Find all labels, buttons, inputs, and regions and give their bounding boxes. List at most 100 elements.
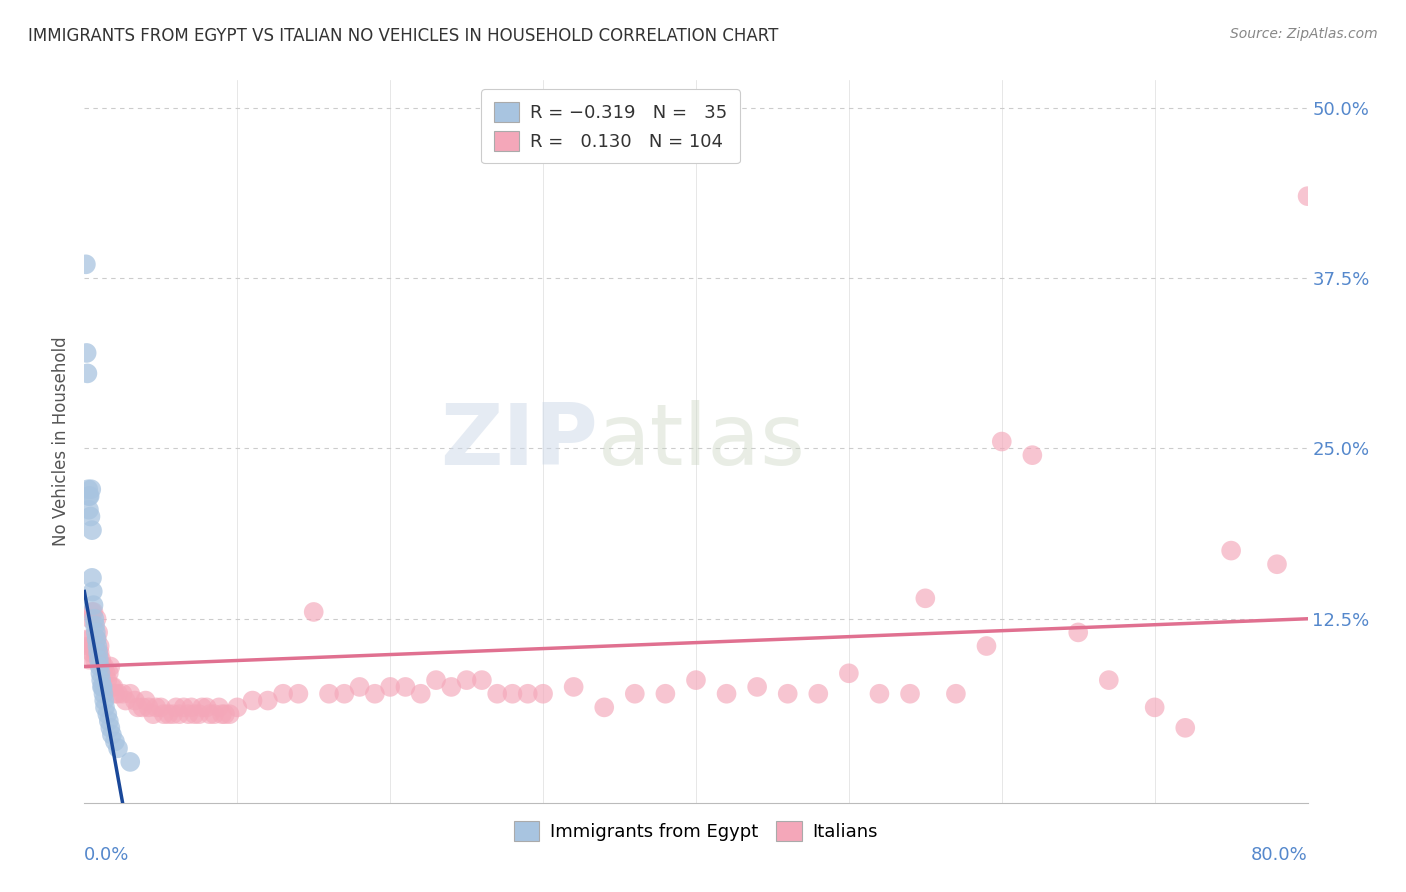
Point (157, 707, 180, 722)
Point (77, 482, 100, 496)
Point (96, 707, 118, 722)
Point (87, 646, 110, 660)
Point (131, 700, 153, 714)
Point (142, 707, 165, 722)
Point (177, 707, 200, 722)
Point (83, 612, 105, 626)
Point (83, 598, 105, 612)
Point (167, 707, 190, 722)
Point (364, 687, 387, 701)
Point (162, 707, 184, 722)
Point (191, 700, 214, 714)
Point (776, 687, 799, 701)
Point (624, 687, 647, 701)
Point (86, 632, 108, 647)
Point (87, 646, 110, 660)
Point (287, 687, 309, 701)
Point (90, 653, 112, 667)
Point (87, 625, 110, 640)
Point (1098, 673, 1121, 687)
Point (79, 632, 101, 647)
Point (89, 646, 111, 660)
Point (165, 700, 187, 714)
Text: Source: ZipAtlas.com: Source: ZipAtlas.com (1230, 27, 1378, 41)
Point (77, 653, 100, 667)
Point (394, 680, 416, 694)
Point (120, 687, 142, 701)
Point (173, 700, 195, 714)
Point (80, 482, 103, 496)
Point (486, 687, 509, 701)
Point (440, 680, 463, 694)
Point (257, 693, 280, 707)
Point (195, 700, 218, 714)
Point (82, 584, 104, 599)
Point (183, 707, 205, 722)
Point (75, 257, 97, 271)
Point (135, 693, 157, 707)
Point (456, 673, 478, 687)
Point (1174, 721, 1197, 735)
Point (211, 707, 233, 722)
Point (80, 523, 103, 537)
Point (838, 666, 860, 681)
Point (380, 680, 402, 694)
Point (77, 639, 100, 653)
Point (333, 687, 356, 701)
Point (654, 687, 676, 701)
Point (149, 700, 172, 714)
Point (80, 571, 103, 585)
Point (91, 680, 114, 694)
Point (271, 687, 294, 701)
Point (914, 591, 936, 606)
Point (218, 707, 240, 722)
Point (80, 646, 103, 660)
Point (86, 632, 108, 647)
Point (79, 509, 101, 524)
Point (562, 680, 585, 694)
Point (145, 700, 167, 714)
Text: IMMIGRANTS FROM EGYPT VS ITALIAN NO VEHICLES IN HOUSEHOLD CORRELATION CHART: IMMIGRANTS FROM EGYPT VS ITALIAN NO VEHI… (28, 27, 779, 45)
Point (104, 687, 127, 701)
Point (593, 700, 616, 714)
Point (94, 666, 117, 681)
Point (93, 659, 115, 673)
Point (945, 687, 967, 701)
Point (89, 666, 111, 681)
Point (349, 680, 371, 694)
Point (84, 625, 107, 640)
Point (83, 605, 105, 619)
Point (869, 687, 891, 701)
Point (1265, 558, 1288, 572)
Point (79, 489, 101, 503)
Point (101, 680, 124, 694)
Point (89, 659, 111, 673)
Point (1143, 700, 1166, 714)
Point (120, 755, 142, 769)
Point (1220, 543, 1243, 558)
Point (138, 700, 160, 714)
Point (114, 693, 136, 707)
Text: 80.0%: 80.0% (1251, 847, 1308, 864)
Point (807, 687, 830, 701)
Point (124, 693, 146, 707)
Point (93, 687, 115, 701)
Point (103, 680, 125, 694)
Point (302, 605, 325, 619)
Point (747, 680, 769, 694)
Point (101, 728, 124, 742)
Point (107, 687, 129, 701)
Y-axis label: No Vehicles in Household: No Vehicles in Household (52, 336, 70, 547)
Point (84, 618, 107, 632)
Point (214, 707, 236, 722)
Point (898, 687, 921, 701)
Point (96, 673, 118, 687)
Point (98, 721, 121, 735)
Point (76, 346, 98, 360)
Point (86, 639, 108, 653)
Point (84, 653, 107, 667)
Point (80, 605, 103, 619)
Point (409, 687, 432, 701)
Point (716, 687, 738, 701)
Point (93, 693, 115, 707)
